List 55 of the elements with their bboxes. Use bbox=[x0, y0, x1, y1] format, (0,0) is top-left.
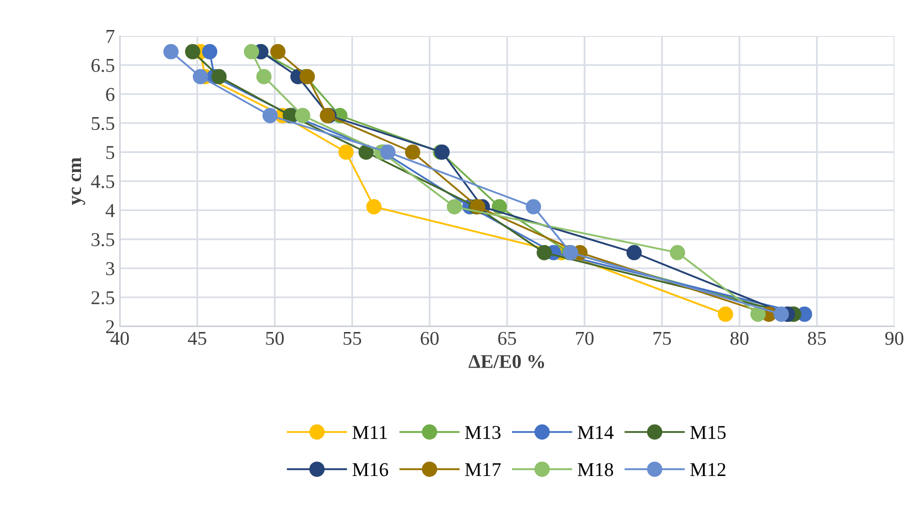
point bbox=[718, 306, 734, 322]
x-tick-label: 80 bbox=[730, 332, 748, 345]
x-tick-label: 40 bbox=[110, 332, 129, 345]
point bbox=[670, 244, 686, 260]
y-tick-label: 6 bbox=[106, 88, 114, 101]
y-tick-label: 5.5 bbox=[92, 117, 114, 130]
point bbox=[750, 306, 766, 322]
x-tick-label: 90 bbox=[885, 332, 904, 345]
legend-label: M11 bbox=[352, 426, 387, 439]
y-tick-label: 5 bbox=[106, 146, 114, 160]
x-tick-label: 70 bbox=[576, 332, 594, 345]
legend-label: M17 bbox=[465, 463, 501, 476]
point bbox=[256, 69, 272, 84]
x-tick-label: 45 bbox=[188, 332, 206, 345]
y-tick-label: 7 bbox=[106, 30, 114, 43]
y-axis-title: yc cm bbox=[72, 157, 86, 206]
point bbox=[358, 144, 374, 160]
legend-label: M14 bbox=[578, 426, 614, 439]
point bbox=[202, 44, 218, 60]
x-tick-label: 50 bbox=[266, 332, 284, 345]
point bbox=[185, 44, 200, 60]
point bbox=[244, 44, 260, 60]
point bbox=[446, 199, 462, 214]
point bbox=[270, 44, 286, 60]
point bbox=[366, 199, 382, 214]
y-tick-label: 3.5 bbox=[92, 233, 114, 246]
y-tick-label: 3 bbox=[106, 262, 114, 276]
point bbox=[526, 199, 542, 214]
point bbox=[536, 244, 552, 260]
x-tick-label: 55 bbox=[344, 332, 362, 345]
legend-label: M12 bbox=[690, 463, 726, 476]
point bbox=[774, 306, 789, 322]
y-tick-label: 4 bbox=[106, 204, 115, 217]
point bbox=[404, 144, 420, 160]
point bbox=[380, 144, 396, 160]
point bbox=[163, 44, 179, 60]
legend-label: M16 bbox=[352, 463, 388, 476]
point bbox=[262, 108, 278, 124]
legend-label: M13 bbox=[465, 426, 501, 440]
x-axis-title: ΔE/E0 % bbox=[468, 355, 544, 368]
legend-label: M15 bbox=[690, 426, 726, 440]
point bbox=[295, 108, 310, 124]
point bbox=[338, 144, 354, 160]
point bbox=[211, 69, 227, 84]
legend-label: M18 bbox=[578, 463, 614, 476]
y-tick-label: 2.5 bbox=[92, 291, 114, 304]
y-tick-label: 2 bbox=[106, 320, 114, 334]
x-tick-label: 85 bbox=[808, 332, 826, 345]
y-tick-label: 6.5 bbox=[92, 58, 114, 72]
point bbox=[626, 244, 642, 260]
x-tick-label: 60 bbox=[420, 332, 439, 345]
y-tick-label: 4.5 bbox=[91, 175, 114, 188]
x-tick-label: 65 bbox=[498, 332, 516, 345]
x-tick-label: 75 bbox=[654, 332, 671, 345]
point bbox=[192, 69, 208, 84]
